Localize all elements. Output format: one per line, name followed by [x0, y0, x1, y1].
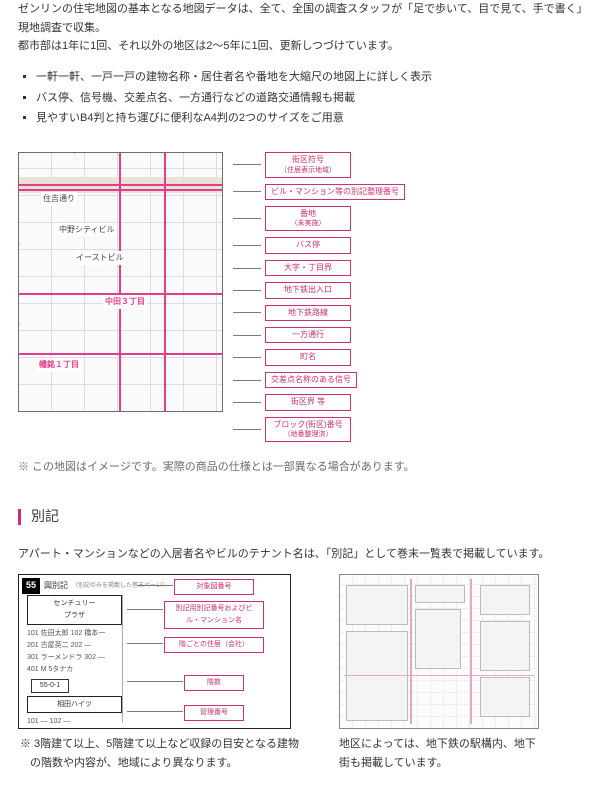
legend-connector-icon: [233, 191, 261, 192]
legend-box: バス停: [265, 237, 351, 253]
midblock: 55-0-1: [31, 679, 69, 693]
legend-connector-icon: [233, 290, 261, 291]
legend-connector-icon: [233, 312, 261, 313]
legend-list: 街区符号（住居表示地域） ビル・マンション等の別記整理番号番地（未実施） バス停大字…: [233, 152, 405, 442]
legend-connector-icon: [233, 380, 261, 381]
legend-row: 街区符号（住居表示地域）: [233, 152, 405, 177]
legend-box: 地下鉄出入口: [265, 282, 351, 298]
figure-3-caption: 地区によっては、地下鉄の駅構内、地下街も掲載しています。: [339, 735, 539, 772]
legend-connector-icon: [233, 268, 261, 269]
legend-row: 一方通行: [233, 327, 405, 343]
legend-box: 大字・丁目界: [265, 260, 351, 276]
legend-connector-icon: [233, 402, 261, 403]
plaza-box: センチュリー プラザ: [27, 595, 122, 625]
intro-line-2: 都市部は1年に1回、それ以外の地区は2〜5年に1回、更新しつづけています。: [18, 37, 583, 56]
legend-box: 街区界 等: [265, 394, 351, 410]
figure-3-column: 地区によっては、地下鉄の駅構内、地下街も掲載しています。: [339, 574, 539, 783]
figure-3-map: [339, 574, 539, 729]
figure-2-num: 55: [22, 578, 40, 593]
intro-line-1: ゼンリンの住宅地図の基本となる地図データは、全て、全国の調査スタッフが「足で歩い…: [18, 0, 583, 37]
figure-2-column: 55 図別記 （別記のみを掲載した巻末ページ） センチュリー プラザ 101 佐…: [18, 574, 301, 783]
legend-row: 大字・丁目界: [233, 260, 405, 276]
legend-box: 街区符号（住居表示地域）: [265, 152, 351, 177]
legend-box: ブロック(街区)番号（地番整理済）: [265, 417, 351, 442]
feature-list: 一軒一軒、一戸一戸の建物名称・居住者名や番地を大縮尺の地図上に詳しく表示 バス停…: [18, 68, 583, 128]
feature-item: 一軒一軒、一戸一戸の建物名称・居住者名や番地を大縮尺の地図上に詳しく表示: [36, 68, 583, 87]
legend-connector-icon: [233, 357, 261, 358]
figure-1-note: ※ この地図はイメージです。実際の商品の仕様とは一部異なる場合があります。: [18, 458, 583, 477]
figure-2-hdr-text: 図別記: [44, 579, 68, 593]
figure-2-left-block: センチュリー プラザ 101 佐田太郎 102 橋本一 201 古屋英二 202…: [27, 595, 123, 723]
legend-box: 町名: [265, 349, 351, 365]
legend-row: 番地（未実施）: [233, 206, 405, 231]
legend-subtext: （住居表示地域）: [271, 166, 345, 175]
legend-box: 番地（未実施）: [265, 206, 351, 231]
figure-2-listing: 55 図別記 （別記のみを掲載した巻末ページ） センチュリー プラザ 101 佐…: [18, 574, 291, 729]
legend-row: 町名: [233, 349, 405, 365]
fig2-label: 階ごとの住居（会社）: [164, 637, 264, 653]
legend-row: バス停: [233, 237, 405, 253]
fig2-label: 別記用別記番号およびビル・マンション名: [164, 601, 264, 629]
figure-1-wrap: 住吉通り 中野シティビル イーストビル 中田３丁目 幡銘１丁目 街区符号（住居表…: [18, 152, 583, 442]
section-2-para: アパート・マンションなどの入居者名やビルのテナント名は、「別記」として巻末一覧表…: [18, 545, 583, 564]
feature-item: バス停、信号機、交差点名、一方通行などの道路交通情報も掲載: [36, 89, 583, 108]
legend-connector-icon: [233, 245, 261, 246]
legend-box: 一方通行: [265, 327, 351, 343]
fig2-label: 階数: [184, 675, 244, 691]
map-label-chome: 中田３丁目: [103, 295, 147, 309]
fig2-label: 対象図番号: [174, 579, 254, 595]
legend-row: ブロック(街区)番号（地番整理済）: [233, 417, 405, 442]
legend-row: 地下鉄出入口: [233, 282, 405, 298]
legend-row: 地下鉄路線: [233, 305, 405, 321]
haitsu-box: 相田ハイツ: [27, 696, 122, 714]
legend-box: 交差点名称のある信号: [265, 372, 357, 388]
legend-subtext: （地番整理済）: [271, 430, 345, 439]
legend-connector-icon: [233, 335, 261, 336]
sample-map: 住吉通り 中野シティビル イーストビル 中田３丁目 幡銘１丁目: [18, 152, 223, 412]
section-title: 別記: [31, 505, 59, 529]
feature-item: 見やすいB4判と持ち運びに便利なA4判の2つのサイズをご用意: [36, 109, 583, 128]
legend-row: 交差点名称のある信号: [233, 372, 405, 388]
legend-connector-icon: [233, 429, 261, 430]
legend-box: 地下鉄路線: [265, 305, 351, 321]
map-label-street: 住吉通り: [41, 192, 77, 206]
legend-box: ビル・マンション等の別記整理番号: [265, 184, 405, 200]
map-label-banchi: 幡銘１丁目: [37, 358, 81, 372]
legend-connector-icon: [233, 218, 261, 219]
figure-2-caption: ※ 3階建て以上、5階建て以上など収録の目安となる建物の階数や内容が、地域により…: [28, 735, 301, 772]
section-bar-icon: [18, 509, 21, 525]
legend-row: ビル・マンション等の別記整理番号: [233, 184, 405, 200]
map-label-east: イーストビル: [74, 251, 126, 265]
map-label-citybuilding: 中野シティビル: [57, 223, 117, 237]
lower-figures-wrap: 55 図別記 （別記のみを掲載した巻末ページ） センチュリー プラザ 101 佐…: [18, 574, 583, 783]
legend-subtext: （未実施）: [271, 219, 345, 228]
legend-row: 街区界 等: [233, 394, 405, 410]
section-heading: 別記: [18, 505, 583, 529]
legend-connector-icon: [233, 164, 261, 165]
fig2-label: 管理番号: [184, 705, 244, 721]
intro-block: ゼンリンの住宅地図の基本となる地図データは、全て、全国の調査スタッフが「足で歩い…: [18, 0, 583, 56]
